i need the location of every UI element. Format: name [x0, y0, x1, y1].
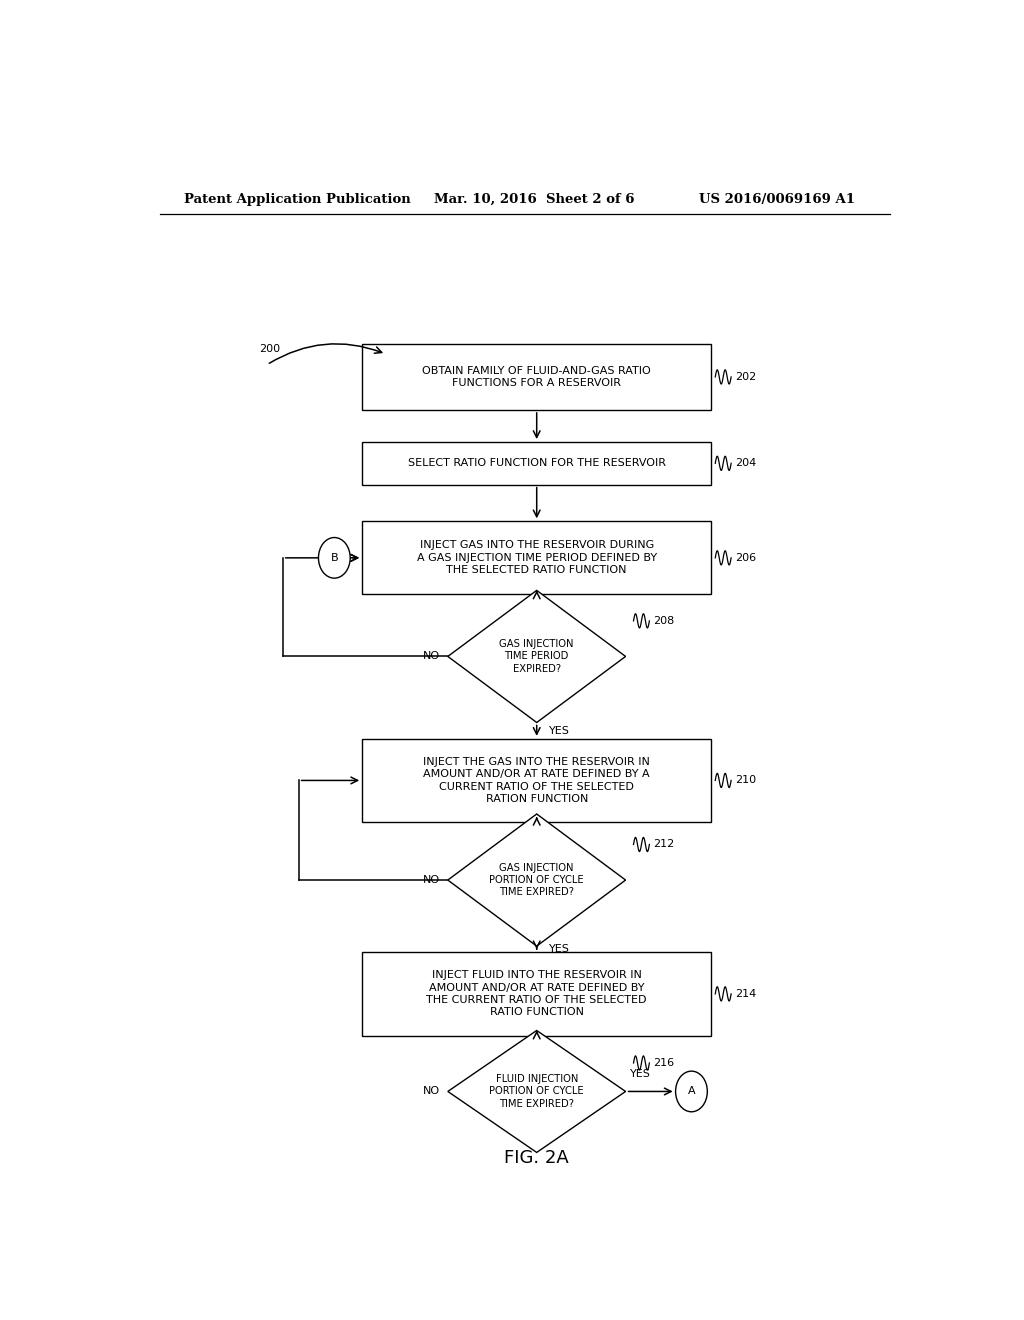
Text: US 2016/0069169 A1: US 2016/0069169 A1	[699, 193, 855, 206]
Text: 208: 208	[653, 616, 675, 626]
Text: NO: NO	[423, 875, 440, 884]
FancyBboxPatch shape	[362, 739, 712, 822]
Text: GAS INJECTION
TIME PERIOD
EXPIRED?: GAS INJECTION TIME PERIOD EXPIRED?	[500, 639, 574, 673]
Text: YES: YES	[630, 1069, 650, 1080]
Text: 200: 200	[259, 345, 281, 355]
Text: YES: YES	[549, 726, 569, 735]
Text: Mar. 10, 2016  Sheet 2 of 6: Mar. 10, 2016 Sheet 2 of 6	[433, 193, 634, 206]
Text: INJECT FLUID INTO THE RESERVOIR IN
AMOUNT AND/OR AT RATE DEFINED BY
THE CURRENT : INJECT FLUID INTO THE RESERVOIR IN AMOUN…	[426, 970, 647, 1018]
Text: 212: 212	[653, 840, 675, 850]
Polygon shape	[447, 590, 626, 722]
Circle shape	[676, 1071, 708, 1111]
FancyBboxPatch shape	[362, 442, 712, 484]
Text: FIG. 2A: FIG. 2A	[505, 1150, 569, 1167]
Text: A: A	[688, 1086, 695, 1097]
Text: 214: 214	[735, 989, 757, 999]
FancyBboxPatch shape	[362, 521, 712, 594]
Polygon shape	[447, 1031, 626, 1152]
Text: YES: YES	[549, 944, 569, 954]
Text: 206: 206	[735, 553, 757, 562]
Polygon shape	[447, 814, 626, 946]
Circle shape	[318, 537, 350, 578]
FancyBboxPatch shape	[362, 345, 712, 411]
Text: B: B	[331, 553, 338, 562]
Text: NO: NO	[423, 652, 440, 661]
FancyBboxPatch shape	[362, 952, 712, 1036]
Text: Patent Application Publication: Patent Application Publication	[183, 193, 411, 206]
Text: GAS INJECTION
PORTION OF CYCLE
TIME EXPIRED?: GAS INJECTION PORTION OF CYCLE TIME EXPI…	[489, 863, 584, 898]
Text: OBTAIN FAMILY OF FLUID-AND-GAS RATIO
FUNCTIONS FOR A RESERVOIR: OBTAIN FAMILY OF FLUID-AND-GAS RATIO FUN…	[422, 366, 651, 388]
Text: 202: 202	[735, 372, 757, 381]
Text: SELECT RATIO FUNCTION FOR THE RESERVOIR: SELECT RATIO FUNCTION FOR THE RESERVOIR	[408, 458, 666, 469]
Text: 210: 210	[735, 775, 757, 785]
Text: INJECT GAS INTO THE RESERVOIR DURING
A GAS INJECTION TIME PERIOD DEFINED BY
THE : INJECT GAS INTO THE RESERVOIR DURING A G…	[417, 540, 656, 576]
Text: 216: 216	[653, 1059, 675, 1068]
Text: 204: 204	[735, 458, 757, 469]
Text: FLUID INJECTION
PORTION OF CYCLE
TIME EXPIRED?: FLUID INJECTION PORTION OF CYCLE TIME EX…	[489, 1074, 584, 1109]
Text: NO: NO	[423, 1086, 440, 1097]
Text: INJECT THE GAS INTO THE RESERVOIR IN
AMOUNT AND/OR AT RATE DEFINED BY A
CURRENT : INJECT THE GAS INTO THE RESERVOIR IN AMO…	[423, 756, 650, 804]
